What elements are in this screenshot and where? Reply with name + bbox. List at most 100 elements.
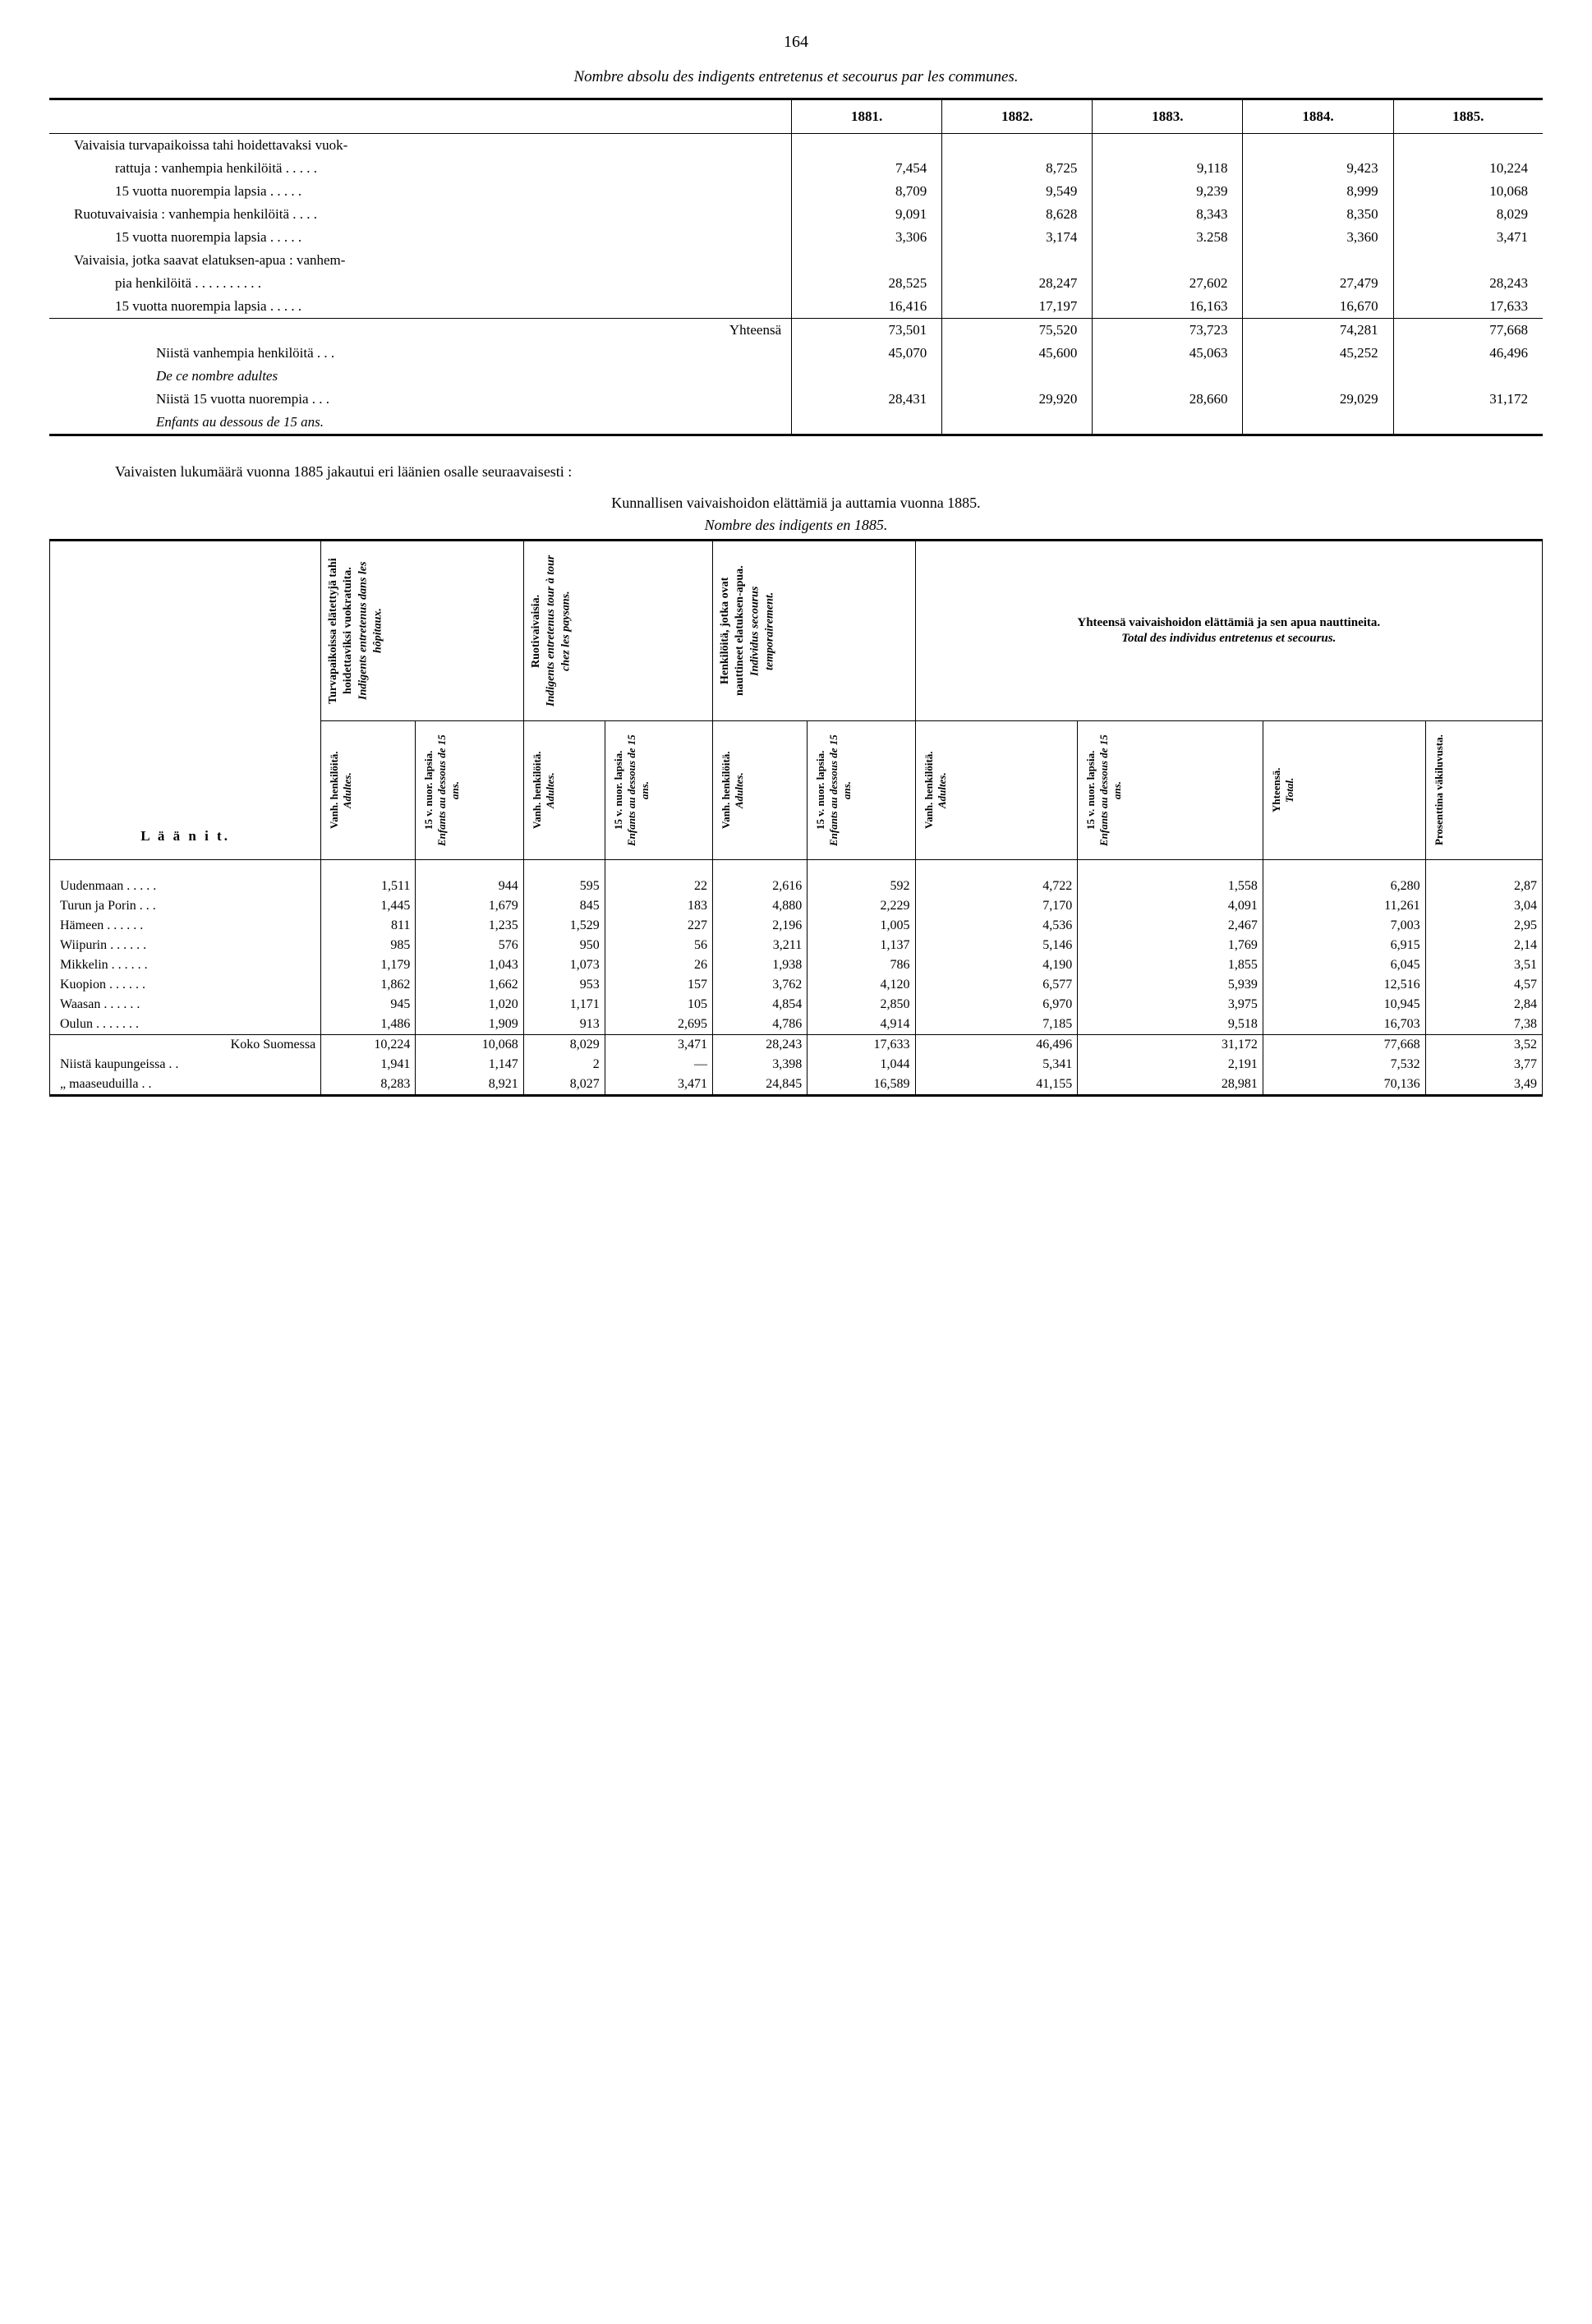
- total-label: Koko Suomessa: [50, 1035, 321, 1056]
- cell: 3,174: [942, 226, 1093, 249]
- cell: 4,57: [1425, 975, 1542, 995]
- cell: 4,091: [1078, 896, 1263, 916]
- cell: 56: [605, 936, 712, 955]
- cell: 3,762: [713, 975, 808, 995]
- table2: L ä ä n i t. Turvapaikoissa elätettyjä t…: [49, 539, 1543, 1097]
- cell: 6,045: [1263, 955, 1425, 975]
- sub-label: De ce nombre adultes: [49, 365, 792, 388]
- cell: 1,662: [416, 975, 523, 995]
- subtitle-fi: Kunnallisen vaivaishoidon elättämiä ja a…: [49, 495, 1543, 512]
- cell: 16,670: [1243, 295, 1393, 319]
- cell: 7,532: [1263, 1055, 1425, 1075]
- cell: 950: [523, 936, 605, 955]
- cell: 10,068: [416, 1035, 523, 1056]
- cell: 45,070: [792, 342, 942, 365]
- cell: 592: [808, 877, 915, 896]
- row-label: Vaivaisia turvapaikoissa tahi hoidettava…: [49, 134, 792, 158]
- cell: 11,261: [1263, 896, 1425, 916]
- cell: 17,197: [942, 295, 1093, 319]
- cell: 9,518: [1078, 1015, 1263, 1035]
- cell: [792, 411, 942, 435]
- cell: [1093, 134, 1243, 158]
- cell: 913: [523, 1015, 605, 1035]
- cell: [1393, 249, 1543, 272]
- row-label: 15 vuotta nuorempia lapsia . . . . .: [49, 180, 792, 203]
- cell: 8,283: [321, 1075, 416, 1096]
- cell: [942, 249, 1093, 272]
- cell: 5,341: [915, 1055, 1078, 1075]
- cell: 6,577: [915, 975, 1078, 995]
- cell: 2,695: [605, 1015, 712, 1035]
- region-label: Mikkelin . . . . . .: [50, 955, 321, 975]
- cell: 17,633: [808, 1035, 915, 1056]
- region-label: Waasan . . . . . .: [50, 995, 321, 1015]
- sub-header: Vanh. henkilöitä.Adultes.: [523, 721, 605, 860]
- cell: 8,350: [1243, 203, 1393, 226]
- cell: 3,306: [792, 226, 942, 249]
- subtitle-fr: Nombre des indigents en 1885.: [49, 517, 1543, 534]
- cell: 4,914: [808, 1015, 915, 1035]
- cell: 7,454: [792, 157, 942, 180]
- cell: 4,786: [713, 1015, 808, 1035]
- cell: 27,602: [1093, 272, 1243, 295]
- cell: 4,120: [808, 975, 915, 995]
- cell: 845: [523, 896, 605, 916]
- cell: 9,118: [1093, 157, 1243, 180]
- cell: 5,146: [915, 936, 1078, 955]
- group2-header: Ruotivaivaisia.Indigents entretenus tour…: [523, 541, 712, 721]
- maas-label: „ maaseuduilla . .: [50, 1075, 321, 1096]
- cell: 10,224: [321, 1035, 416, 1056]
- cell: 6,970: [915, 995, 1078, 1015]
- cell: 2,196: [713, 916, 808, 936]
- row-label: 15 vuotta nuorempia lapsia . . . . .: [49, 226, 792, 249]
- cell: 28,660: [1093, 388, 1243, 411]
- cell: 1,511: [321, 877, 416, 896]
- cell: 28,981: [1078, 1075, 1263, 1096]
- sub-header: 15 v. nuor. lapsia.Enfants au dessous de…: [605, 721, 712, 860]
- cell: 6,915: [1263, 936, 1425, 955]
- cell: 3.258: [1093, 226, 1243, 249]
- cell: 3,471: [605, 1035, 712, 1056]
- cell: 74,281: [1243, 319, 1393, 343]
- cell: 8,027: [523, 1075, 605, 1096]
- cell: 3,398: [713, 1055, 808, 1075]
- cell: 28,247: [942, 272, 1093, 295]
- cell: 2,84: [1425, 995, 1542, 1015]
- cell: 77,668: [1263, 1035, 1425, 1056]
- cell: 9,423: [1243, 157, 1393, 180]
- year-1883: 1883.: [1093, 99, 1243, 134]
- cell: 1,941: [321, 1055, 416, 1075]
- cell: 3,211: [713, 936, 808, 955]
- cell: 1,179: [321, 955, 416, 975]
- cell: 1,558: [1078, 877, 1263, 896]
- cell: [1093, 411, 1243, 435]
- cell: 16,416: [792, 295, 942, 319]
- cell: 3,471: [605, 1075, 712, 1096]
- cell: 70,136: [1263, 1075, 1425, 1096]
- cell: 4,722: [915, 877, 1078, 896]
- cell: 8,709: [792, 180, 942, 203]
- cell: [1393, 134, 1543, 158]
- cell: 2,87: [1425, 877, 1542, 896]
- cell: 595: [523, 877, 605, 896]
- cell: 1,043: [416, 955, 523, 975]
- cell: 16,589: [808, 1075, 915, 1096]
- cell: 22: [605, 877, 712, 896]
- cell: 1,044: [808, 1055, 915, 1075]
- cell: 28,243: [713, 1035, 808, 1056]
- cell: 2,191: [1078, 1055, 1263, 1075]
- cell: 3,52: [1425, 1035, 1542, 1056]
- cell: 953: [523, 975, 605, 995]
- cell: 46,496: [915, 1035, 1078, 1056]
- cell: [1393, 411, 1543, 435]
- region-label: Oulun . . . . . . .: [50, 1015, 321, 1035]
- cell: 4,190: [915, 955, 1078, 975]
- cell: 73,723: [1093, 319, 1243, 343]
- cell: 10,945: [1263, 995, 1425, 1015]
- row-label: rattuja : vanhempia henkilöitä . . . . .: [49, 157, 792, 180]
- cell: [1393, 365, 1543, 388]
- cell: 27,479: [1243, 272, 1393, 295]
- cell: 985: [321, 936, 416, 955]
- cell: 3,471: [1393, 226, 1543, 249]
- cell: 8,921: [416, 1075, 523, 1096]
